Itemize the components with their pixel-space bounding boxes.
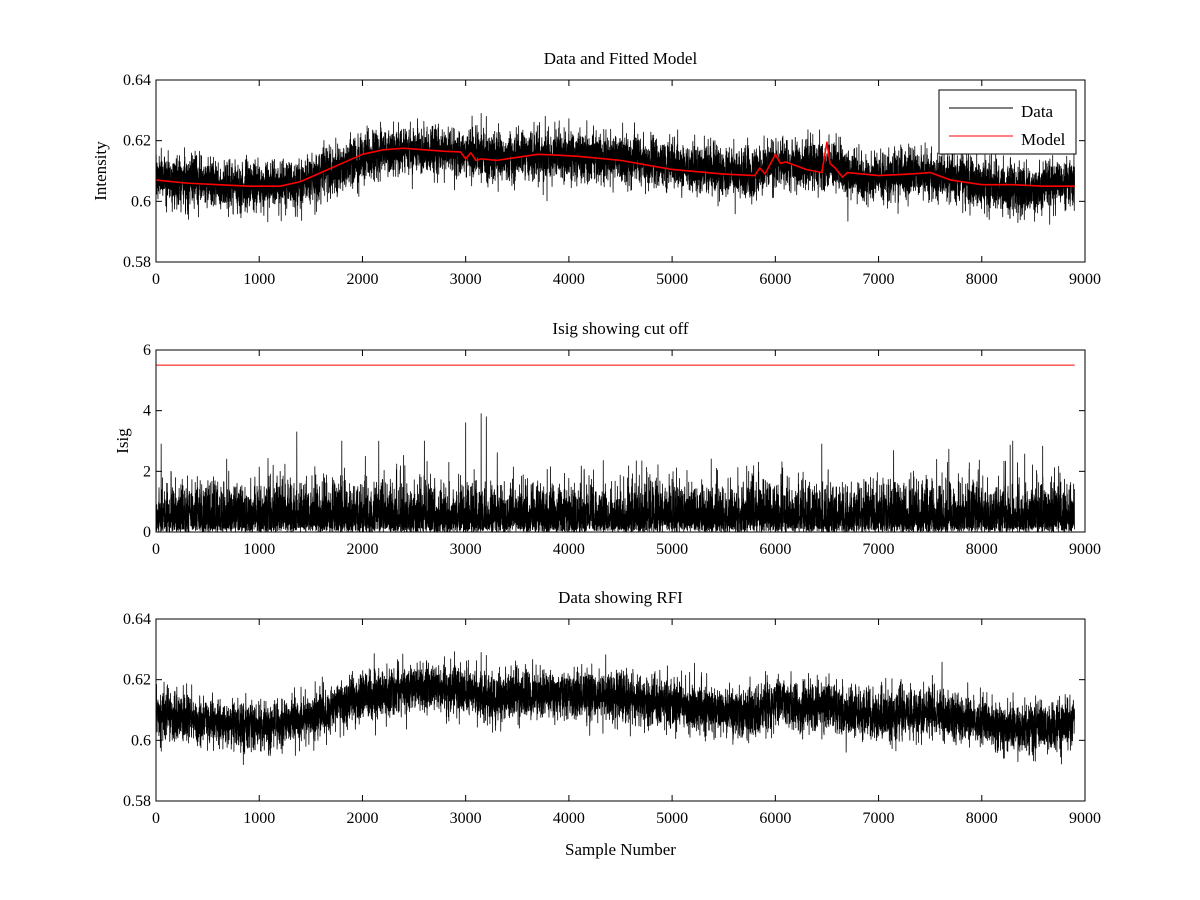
legend: Data Model [938,89,1077,155]
y-tick-label: 0 [143,524,151,541]
plot-area: 0 1000 2000 3000 4000 5000 6000 7000 8000 9000 0 2 4… [143,342,1101,558]
x-tick-label: 4000 [553,271,585,288]
x-tick-label: 3000 [450,810,482,827]
x-tick-label: 6000 [759,810,791,827]
series-line-data [156,112,1075,225]
series-line-isig [156,413,1075,532]
x-tick-label: 6000 [759,271,791,288]
series-group [156,112,1075,225]
x-tick-label: 9000 [1069,541,1101,558]
x-tick-label: 5000 [656,810,688,827]
chart-data-showing-rfi: Data showing RFI 0 1000 2000 3000 4000 5000 60… [123,588,1101,859]
y-tick-label: 4 [143,403,151,420]
x-tick-label: 3000 [450,541,482,558]
x-tick-label: 8000 [966,810,998,827]
chart-data-and-fitted-model: Data and Fitted Model Intensity 0 1000 200… [91,49,1101,288]
x-tick-label: 1000 [243,271,275,288]
x-tick-label: 8000 [966,271,998,288]
x-tick-label: 0 [152,810,160,827]
x-tick-label: 2000 [346,541,378,558]
y-tick-label: 6 [143,342,151,359]
series-group [156,651,1075,766]
x-tick-label: 7000 [863,271,895,288]
x-tick-label: 2000 [346,810,378,827]
x-tick-label: 9000 [1069,271,1101,288]
chart-title: Data showing RFI [558,588,683,607]
y-tick-label: 0.62 [123,133,151,150]
x-tick-label: 8000 [966,541,998,558]
y-tick-label: 2 [143,463,151,480]
x-tick-label: 7000 [863,541,895,558]
y-tick-label: 0.64 [123,611,151,628]
y-tick-label: 0.62 [123,672,151,689]
series-line-data [156,651,1075,766]
x-tick-label: 5000 [656,541,688,558]
chart-isig-showing-cut-off: Isig showing cut off Isig 0 1000 2000 3000 4… [113,319,1101,558]
x-tick-label: 0 [152,541,160,558]
x-tick-label: 3000 [450,271,482,288]
legend-box [938,89,1077,155]
x-tick-label: 1000 [243,810,275,827]
chart-title: Isig showing cut off [552,319,688,338]
x-tick-label: 0 [152,271,160,288]
y-tick-label: 0.58 [123,254,151,271]
axes-box [155,349,1086,533]
x-tick-label: 2000 [346,271,378,288]
x-tick-label: 9000 [1069,810,1101,827]
x-tick-label: 6000 [759,541,791,558]
axes-box [155,618,1086,802]
chart-title: Data and Fitted Model [544,49,698,68]
x-tick-label: 1000 [243,541,275,558]
plot-area: 0 1000 2000 3000 4000 5000 6000 7000 8000 9000 0.5… [123,611,1101,827]
y-tick-label: 0.64 [123,72,151,89]
x-tick-label: 4000 [553,541,585,558]
y-tick-label: 0.6 [131,732,151,749]
x-tick-label: 5000 [656,271,688,288]
y-axis-label: Intensity [91,141,110,201]
legend-label-model: Model [1021,130,1066,149]
axes-box [155,79,1086,263]
y-tick-label: 0.58 [123,793,151,810]
x-axis-label: Sample Number [565,840,676,859]
plot-area: 0 1000 2000 3000 4000 5000 6000 7000 8000 9000 0.5… [123,72,1101,288]
x-tick-label: 4000 [553,810,585,827]
y-axis-label: Isig [113,428,132,454]
series-group [156,364,1075,532]
y-tick-label: 0.6 [131,193,151,210]
x-tick-label: 7000 [863,810,895,827]
legend-label-data: Data [1021,102,1054,121]
series-line-model [156,141,1075,187]
